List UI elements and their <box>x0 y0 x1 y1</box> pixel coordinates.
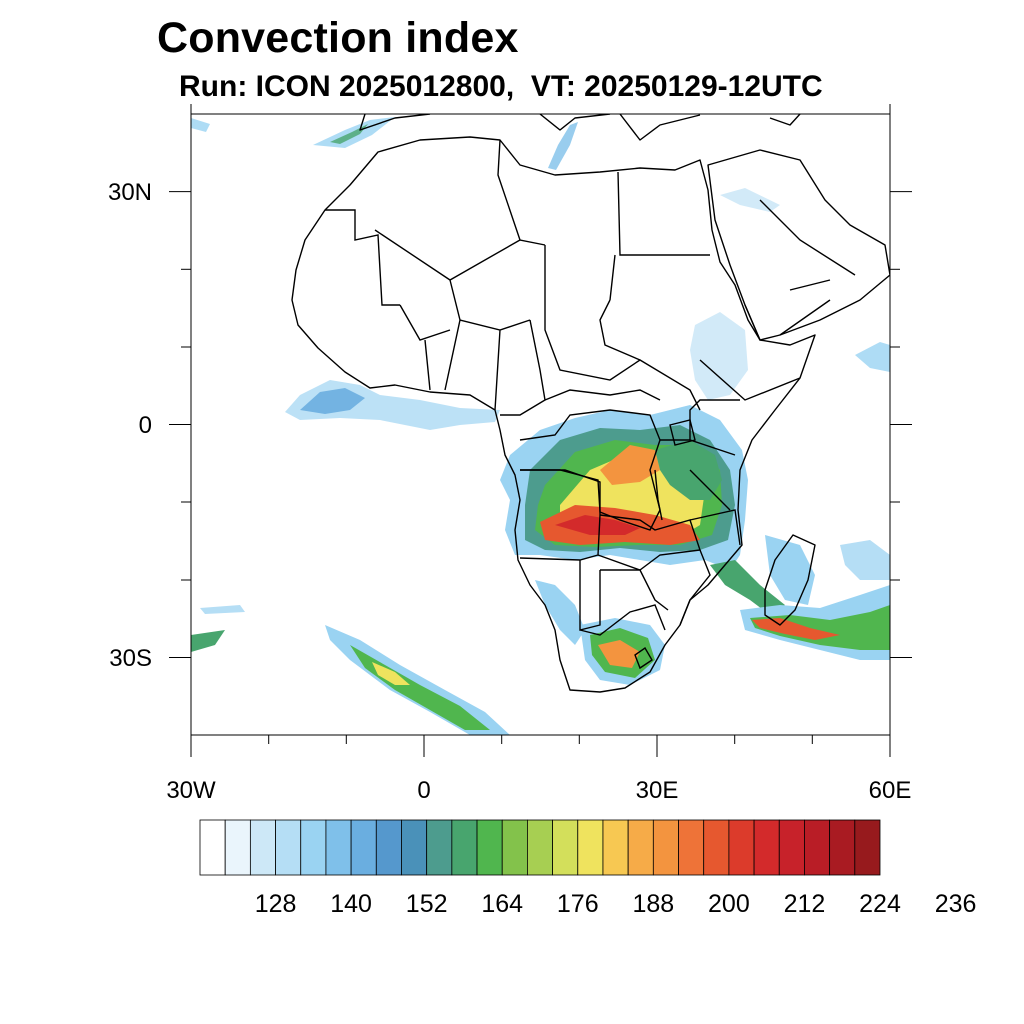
colorbar-swatch <box>678 819 705 876</box>
colorbar-swatch <box>703 819 730 876</box>
convection-area-horn <box>690 312 748 400</box>
convection-area-west-edge <box>191 630 225 652</box>
x-tick-label: 60E <box>869 777 912 804</box>
arabia-coastline <box>707 149 890 341</box>
border-zambia <box>597 514 701 571</box>
convection-area-east-specks <box>840 540 890 580</box>
map-title: Convection index <box>157 14 519 62</box>
border-namibia-botswana <box>579 560 669 631</box>
colorbar-swatch <box>552 819 579 876</box>
colorbar-swatch <box>854 819 881 876</box>
border-drc <box>519 409 661 531</box>
convection-area-mediterranean-core <box>330 124 368 144</box>
border-sudan-ethiopia <box>599 254 641 361</box>
colorbar-label: 200 <box>708 890 750 918</box>
convection-area-atlantic-band-green <box>350 645 490 730</box>
border-sudan-chad <box>544 245 701 411</box>
convection-area-gulf-guinea-core <box>300 388 365 414</box>
colorbar-swatch <box>602 819 629 876</box>
colorbar-swatch <box>652 819 679 876</box>
convection-area-core-red <box>555 515 640 535</box>
colorbar-swatch <box>350 819 377 876</box>
border-sahara-west <box>325 209 521 306</box>
convection-area-red-sea <box>720 188 780 212</box>
convection-area-ne-corner <box>191 118 210 132</box>
caspian-coastline <box>769 114 801 126</box>
convection-area-west-specks <box>200 605 245 614</box>
convection-area-south-africa-core <box>598 640 640 668</box>
colorbar-label: 224 <box>859 890 901 918</box>
colorbar-label: 212 <box>784 890 826 918</box>
convection-area-arabian-sea <box>855 342 890 372</box>
y-tick-label: 0 <box>139 412 152 439</box>
convection-field <box>191 117 890 735</box>
colorbar-swatch <box>577 819 604 876</box>
border-mozambique <box>679 509 741 626</box>
border-car <box>544 389 661 401</box>
colorbar-swatch <box>426 819 453 876</box>
colorbar-swatch <box>527 819 553 876</box>
map-frame <box>190 113 891 736</box>
border-algeria-libya <box>497 139 546 246</box>
colorbar-label: 236 <box>935 890 977 918</box>
convection-area-indian-ocean-green <box>750 605 890 650</box>
coastlines <box>291 114 890 693</box>
europe-coastline <box>359 114 701 141</box>
colorbar-swatch <box>401 819 428 876</box>
colorbar-swatch <box>476 819 503 876</box>
colorbar-label: 140 <box>330 890 372 918</box>
colorbar-swatch <box>249 819 276 876</box>
border-lesotho <box>634 646 653 670</box>
colorbar-swatch <box>224 819 251 876</box>
colorbar-label: 176 <box>557 890 599 918</box>
colorbar-label: 188 <box>632 890 674 918</box>
colorbar-swatch <box>199 819 226 876</box>
colorbar-swatch <box>829 819 856 876</box>
map-ticks <box>169 104 912 757</box>
x-tick-label: 0 <box>417 777 430 804</box>
convection-area-namibia <box>535 580 585 645</box>
x-tick-label: 30E <box>636 777 679 804</box>
border-ethiopia-somalia <box>699 304 801 401</box>
border-nigeria-cameroon <box>500 319 546 416</box>
border-south-africa <box>579 604 666 636</box>
colorbar-labels: 128 140 152 164 176 188 200 212 224 236 <box>255 890 977 918</box>
border-egypt-libya <box>617 171 710 256</box>
y-tick-label: 30S <box>109 645 152 672</box>
colorbar-swatch <box>778 819 805 876</box>
map-subtitle: Run: ICON 2025012800, VT: 20250129-12UTC <box>179 70 823 103</box>
convection-area-madagascar <box>765 535 815 605</box>
border-lake-victoria <box>669 419 696 446</box>
colorbar-swatch <box>325 819 352 876</box>
border-arabia-internal <box>759 199 856 336</box>
colorbar-swatch <box>627 819 654 876</box>
convection-area-aegean <box>548 122 578 170</box>
x-tick-label: 30W <box>166 777 216 804</box>
colorbar-swatch <box>728 819 755 876</box>
y-tick-label: 30N <box>108 179 152 206</box>
convection-area-core-north <box>600 445 660 485</box>
convection-area-atlantic-band-core <box>372 662 410 685</box>
border-lake-tanganyika <box>654 469 663 521</box>
colorbar-swatch <box>804 819 831 876</box>
colorbar-swatch <box>275 819 302 876</box>
colorbar-label: 152 <box>406 890 448 918</box>
convection-area-indian-ocean-core <box>752 618 840 640</box>
colorbar-label: 128 <box>255 890 297 918</box>
madagascar-coastline <box>764 534 816 626</box>
convection-area-atlantic-band <box>325 625 510 735</box>
colorbar-label: 164 <box>481 890 523 918</box>
convection-area-mozambique <box>710 560 785 615</box>
colorbar-swatch <box>451 819 478 876</box>
country-borders <box>325 139 856 670</box>
border-tanzania-kenya <box>660 399 740 511</box>
africa-coastline <box>291 136 816 693</box>
colorbar-swatch <box>753 819 780 876</box>
colorbar <box>199 819 881 876</box>
colorbar-swatch <box>375 819 402 876</box>
colorbar-swatch <box>300 819 327 876</box>
border-westafrica <box>399 279 531 411</box>
colorbar-swatch <box>501 819 528 876</box>
